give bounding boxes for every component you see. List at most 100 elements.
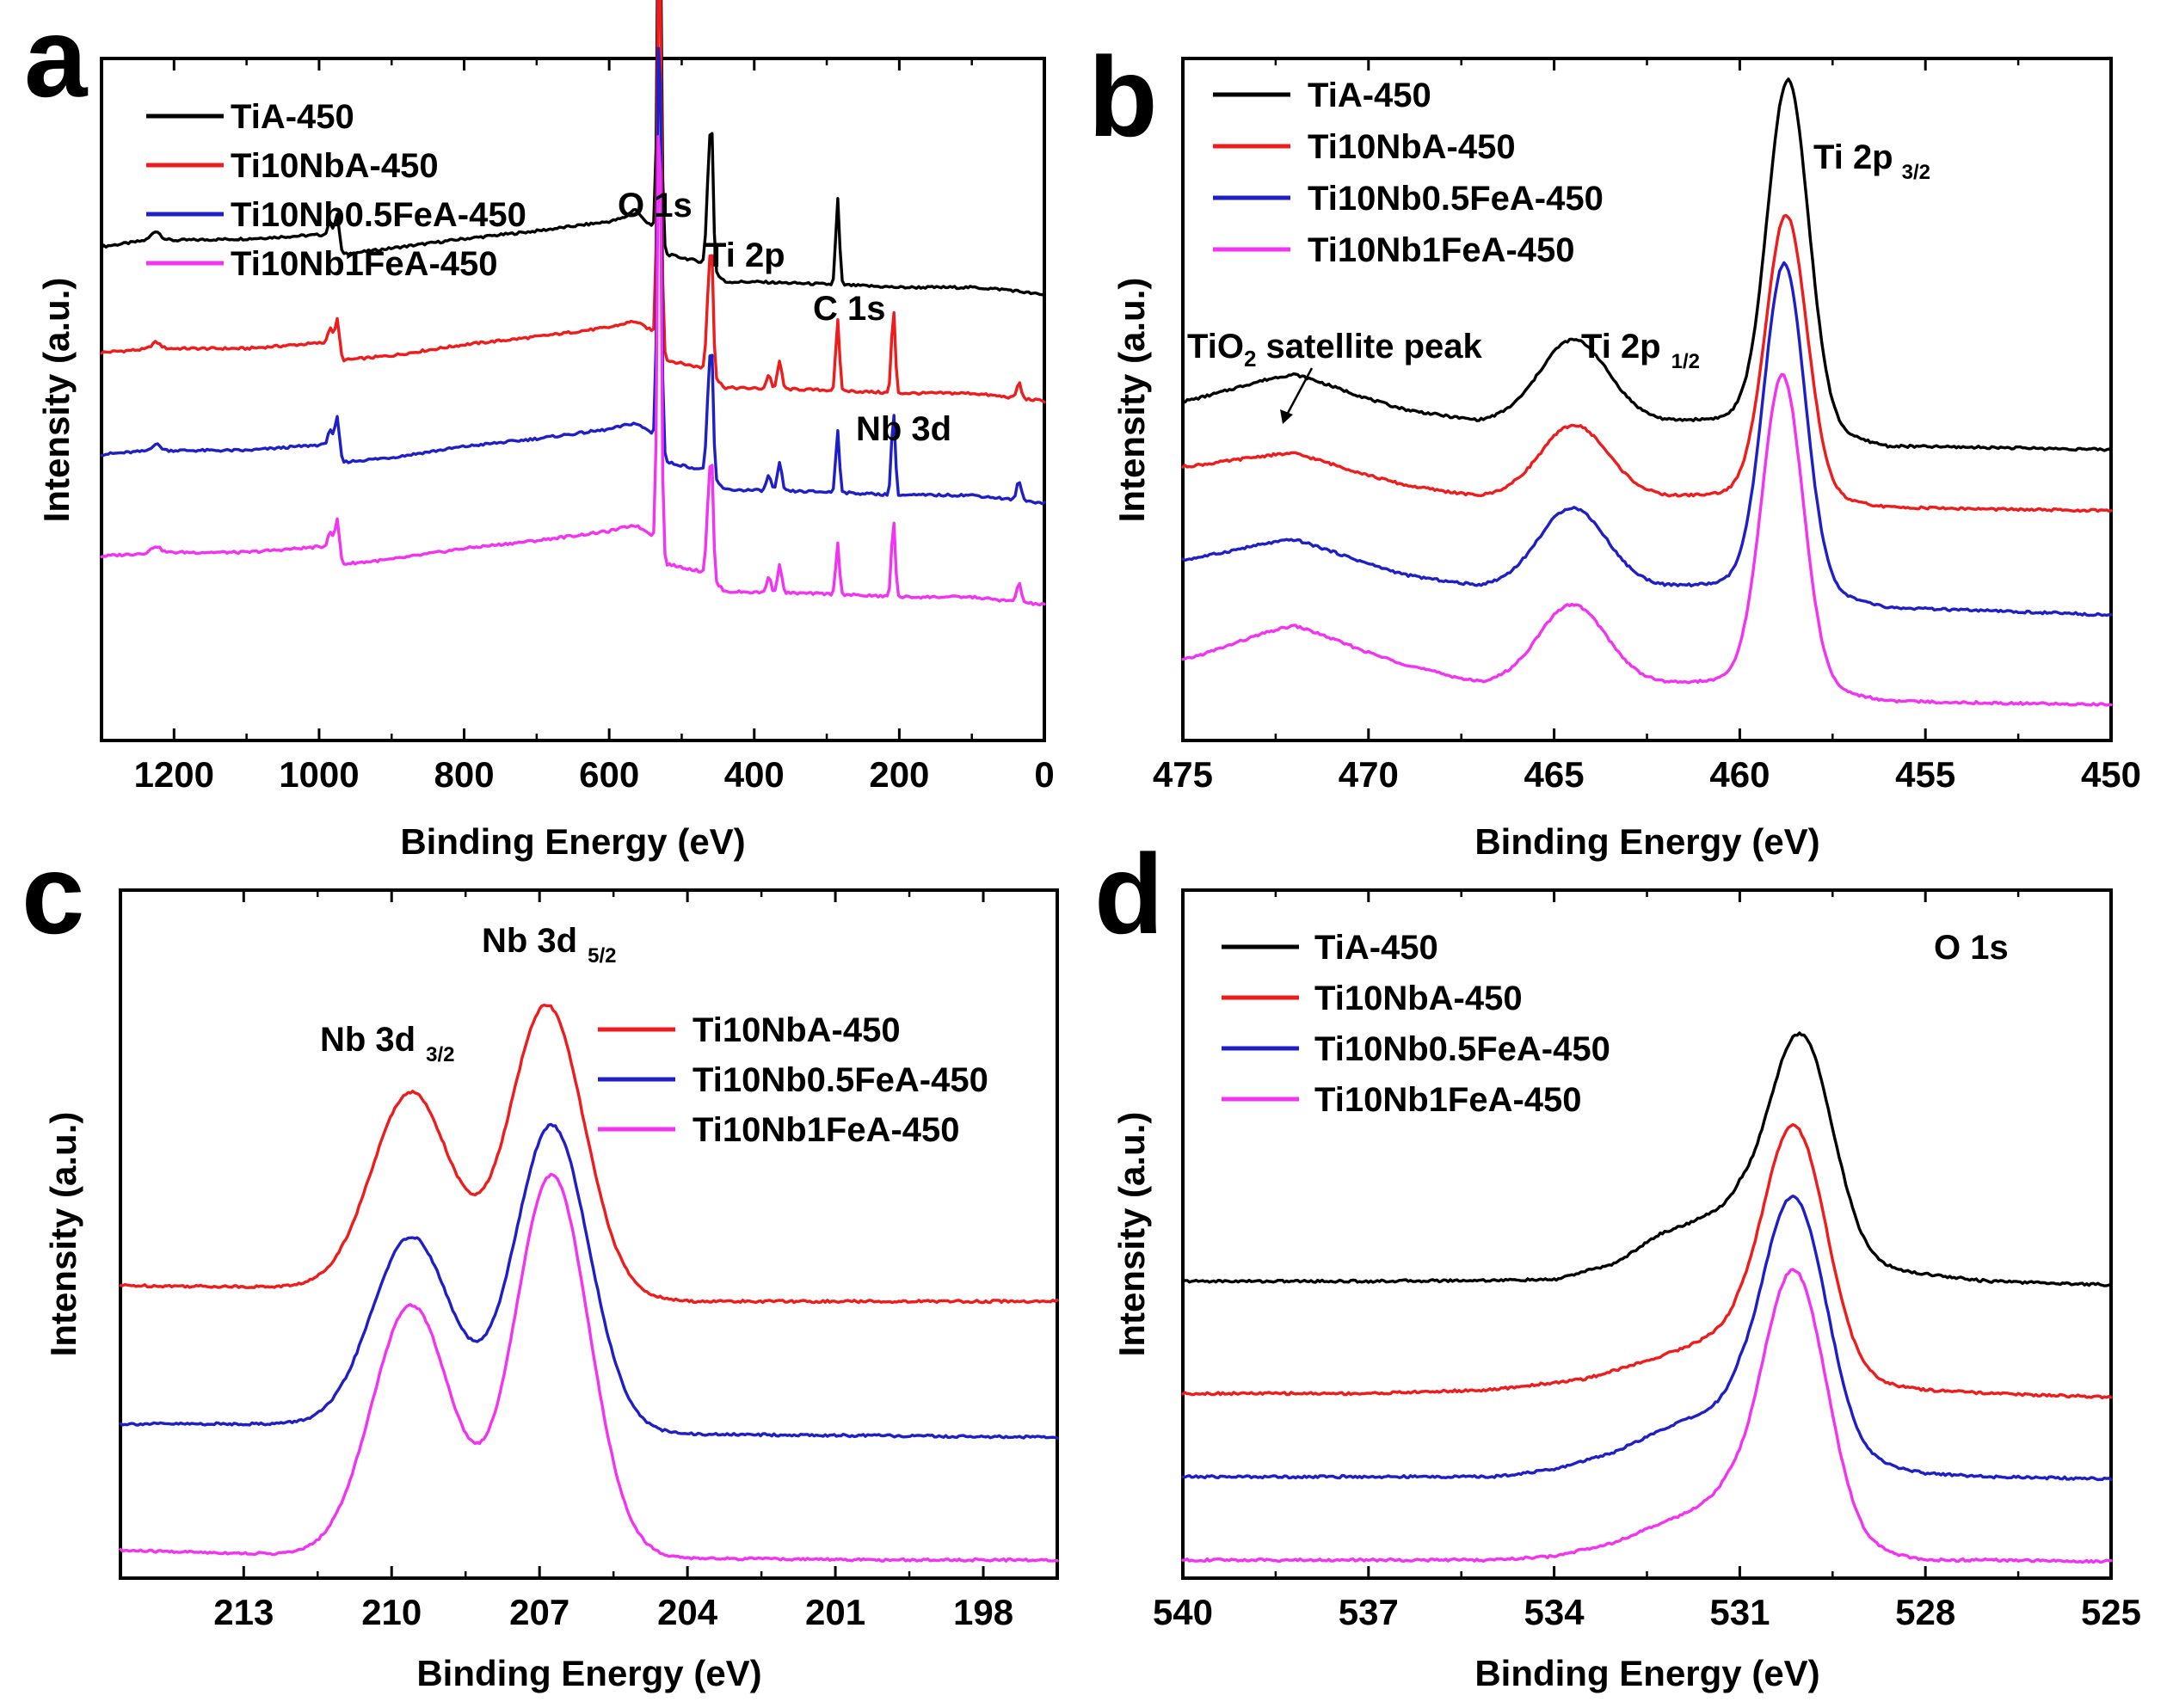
x-tick-label: 204 <box>657 1592 718 1632</box>
series-line <box>1181 1123 2113 1400</box>
curves-a <box>100 0 1046 607</box>
curves-c <box>119 1004 1059 1563</box>
x-tick-label: 528 <box>1895 1592 1955 1632</box>
panel-c: c 213 210 207 204 201 198 Ti10NbA-450 Ti10Nb0… <box>22 831 1059 1693</box>
annotation-text: Nb 3d <box>320 1021 416 1059</box>
series-line <box>119 1122 1059 1440</box>
legend-label: Ti10Nb0.5FeA-450 <box>693 1061 988 1099</box>
legend-label: Ti10Nb1FeA-450 <box>693 1111 960 1149</box>
x-axis-title-b: Binding Energy (eV) <box>1474 821 1819 862</box>
panel-b: b 475 470 465 460 455 450 TiA-450 Ti10NbA-450… <box>1088 34 2141 862</box>
x-tick-label: 465 <box>1524 754 1585 795</box>
arrow-head <box>1280 409 1293 424</box>
plot-frame-c <box>119 888 1059 1580</box>
annotation-suffix: satellite peak <box>1256 328 1482 366</box>
series-line <box>1181 1195 2113 1482</box>
legend-label: TiA-450 <box>1308 77 1431 114</box>
annotation-ti2p-a: Ti 2p <box>705 237 785 274</box>
legend-label: Ti10NbA-450 <box>693 1011 901 1049</box>
tick-marks-c <box>242 890 985 1578</box>
x-tick-label: 531 <box>1709 1592 1770 1632</box>
x-tick-label: 0 <box>1034 754 1054 795</box>
series-line <box>100 46 1046 506</box>
x-tick-label: 475 <box>1153 754 1213 795</box>
series-line <box>1181 372 2113 707</box>
satellite-arrow <box>1280 367 1314 424</box>
panel-letter-a: a <box>24 0 89 120</box>
x-tick-label: 800 <box>434 754 494 795</box>
y-axis-title-b: Intensity (a.u.) <box>1111 278 1152 523</box>
annotation-nb3d52-c: Nb 3d 5/2 <box>482 922 617 968</box>
xtick-labels-a: 1200 1000 800 600 400 200 0 <box>134 754 1055 795</box>
x-axis-title-c: Binding Energy (eV) <box>416 1653 761 1693</box>
x-tick-label: 450 <box>2081 754 2141 795</box>
xtick-labels-d: 540 537 534 531 528 525 <box>1153 1592 2141 1632</box>
panel-d: d 540 537 534 531 528 525 TiA-450 Ti10NbA-450… <box>1094 831 2141 1693</box>
legend-label: Ti10Nb0.5FeA-450 <box>231 196 526 234</box>
legend-label: Ti10Nb1FeA-450 <box>1308 231 1575 269</box>
x-tick-label: 207 <box>509 1592 569 1632</box>
curves-d <box>1181 1031 2113 1564</box>
xtick-labels-c: 213 210 207 204 201 198 <box>213 1592 1013 1632</box>
annotation-subscript: 3/2 <box>426 1043 454 1066</box>
x-tick-label: 1200 <box>134 754 214 795</box>
legend-b: TiA-450 Ti10NbA-450 Ti10Nb0.5FeA-450 Ti1… <box>1213 77 1604 269</box>
annotation-ti2p32-b: Ti 2p 3/2 <box>1813 138 1930 184</box>
xtick-labels-b: 475 470 465 460 455 450 <box>1153 754 2141 795</box>
x-tick-label: 213 <box>213 1592 274 1632</box>
x-tick-label: 455 <box>1895 754 1955 795</box>
x-tick-label: 460 <box>1709 754 1770 795</box>
annotation-subscript: 2 <box>1244 346 1256 372</box>
legend-label: Ti10NbA-450 <box>231 147 439 185</box>
annotation-o1s-a: O 1s <box>618 187 693 224</box>
arrow-shaft <box>1284 367 1314 417</box>
legend-label: Ti10NbA-450 <box>1308 128 1516 166</box>
x-axis-title-d: Binding Energy (eV) <box>1474 1653 1819 1693</box>
legend-d: TiA-450 Ti10NbA-450 Ti10Nb0.5FeA-450 Ti1… <box>1222 929 1610 1119</box>
series-line <box>1181 213 2113 513</box>
x-tick-label: 540 <box>1153 1592 1213 1632</box>
annotation-text: Nb 3d <box>482 922 577 960</box>
x-tick-label: 470 <box>1339 754 1399 795</box>
annotation-c1s-a: C 1s <box>813 290 886 328</box>
legend-label: TiA-450 <box>1314 929 1438 967</box>
panel-letter-b: b <box>1088 34 1158 160</box>
series-line <box>119 1172 1059 1563</box>
x-tick-label: 201 <box>805 1592 865 1632</box>
y-axis-title-c: Intensity (a.u.) <box>43 1112 83 1357</box>
annotation-text: Ti 2p <box>1813 138 1893 176</box>
annotation-text: Ti 2p <box>1581 328 1661 366</box>
series-line <box>1181 261 2113 617</box>
legend-label: TiA-450 <box>231 98 354 136</box>
x-tick-label: 1000 <box>279 754 359 795</box>
annotation-nb3d-a: Nb 3d <box>856 410 951 448</box>
panel-letter-d: d <box>1094 831 1164 957</box>
annotation-text: TiO <box>1187 328 1244 366</box>
panel-letter-c: c <box>22 831 84 957</box>
x-tick-label: 210 <box>361 1592 422 1632</box>
x-tick-label: 537 <box>1339 1592 1399 1632</box>
legend-label: Ti10Nb1FeA-450 <box>231 245 498 283</box>
annotation-satellite-b: TiO2 satellite peak <box>1187 328 1483 372</box>
series-line <box>119 1004 1059 1305</box>
annotation-o1s-d: O 1s <box>1934 929 2009 967</box>
legend-a: TiA-450 Ti10NbA-450 Ti10Nb0.5FeA-450 Ti1… <box>146 98 526 283</box>
annotation-subscript: 5/2 <box>588 944 616 968</box>
x-tick-label: 525 <box>2081 1592 2141 1632</box>
legend-label: Ti10Nb0.5FeA-450 <box>1314 1030 1610 1068</box>
x-tick-label: 600 <box>579 754 639 795</box>
annotation-nb3d32-c: Nb 3d 3/2 <box>320 1021 455 1066</box>
tick-marks-d <box>1181 890 2113 1578</box>
plot-frame-a <box>100 57 1046 742</box>
x-tick-label: 200 <box>869 754 929 795</box>
annotation-ti2p12-b: Ti 2p 1/2 <box>1581 328 1700 373</box>
x-tick-label: 534 <box>1524 1592 1585 1632</box>
series-line <box>100 0 1046 298</box>
series-line <box>1181 1268 2113 1564</box>
legend-label: Ti10Nb0.5FeA-450 <box>1308 180 1604 218</box>
x-tick-label: 198 <box>953 1592 1013 1632</box>
legend-c: Ti10NbA-450 Ti10Nb0.5FeA-450 Ti10Nb1FeA-… <box>598 1011 988 1149</box>
tick-marks-a <box>172 58 1046 740</box>
legend-label: Ti10NbA-450 <box>1314 980 1523 1017</box>
